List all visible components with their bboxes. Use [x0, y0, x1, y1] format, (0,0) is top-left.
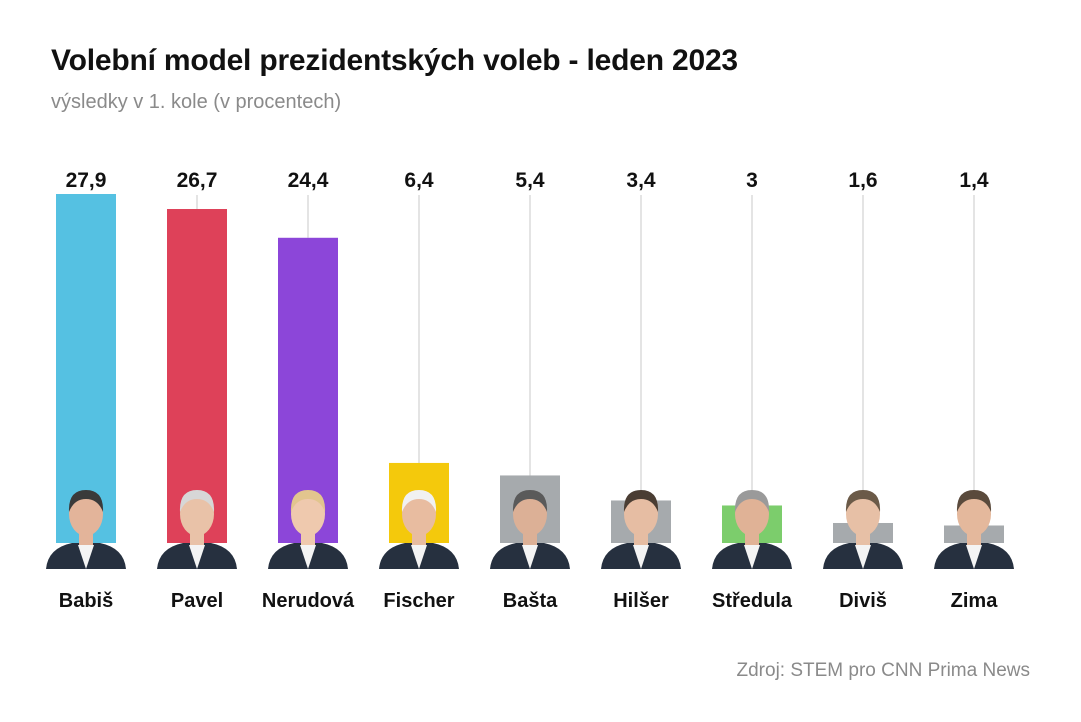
- chart-title: Volební model prezidentských voleb - led…: [51, 44, 738, 77]
- candidate-portrait: [601, 490, 681, 569]
- value-labels: 27,9 26,7 24,4 6,4 5,4 3,4 3 1,6 1,4: [66, 169, 989, 192]
- value-label: 24,4: [288, 169, 329, 192]
- category-label: Středula: [712, 590, 793, 612]
- bar-0: [56, 194, 116, 543]
- value-label: 3: [746, 169, 758, 192]
- category-label: Zima: [951, 590, 999, 612]
- value-label: 6,4: [404, 169, 434, 192]
- candidate-portrait: [823, 490, 903, 569]
- bar-1: [167, 209, 227, 544]
- chart-subtitle: výsledky v 1. kole (v procentech): [51, 91, 342, 113]
- source-note: Zdroj: STEM pro CNN Prima News: [736, 660, 1031, 681]
- category-label: Nerudová: [262, 590, 355, 612]
- value-label: 1,4: [959, 169, 989, 192]
- guide-lines: [85, 194, 975, 526]
- candidate-portrait: [268, 490, 348, 569]
- category-label: Diviš: [839, 590, 887, 612]
- category-label: Babiš: [59, 590, 113, 612]
- candidate-portrait: [712, 490, 792, 569]
- candidate-portrait: [490, 490, 570, 569]
- value-label: 27,9: [66, 169, 107, 192]
- candidate-portrait: [46, 490, 126, 569]
- category-label: Fischer: [383, 590, 454, 612]
- category-label: Hilšer: [613, 590, 669, 612]
- candidate-portrait: [934, 490, 1014, 569]
- value-label: 3,4: [626, 169, 656, 192]
- value-label: 5,4: [515, 169, 545, 192]
- category-label: Pavel: [171, 590, 223, 612]
- category-label: Bašta: [503, 590, 558, 612]
- candidate-portrait: [157, 490, 237, 569]
- portraits: [46, 490, 1014, 569]
- value-label: 1,6: [848, 169, 877, 192]
- value-label: 26,7: [177, 169, 218, 192]
- candidate-portrait: [379, 490, 459, 569]
- category-labels: Babiš Pavel Nerudová Fischer Bašta Hilšer Stře…: [59, 590, 998, 612]
